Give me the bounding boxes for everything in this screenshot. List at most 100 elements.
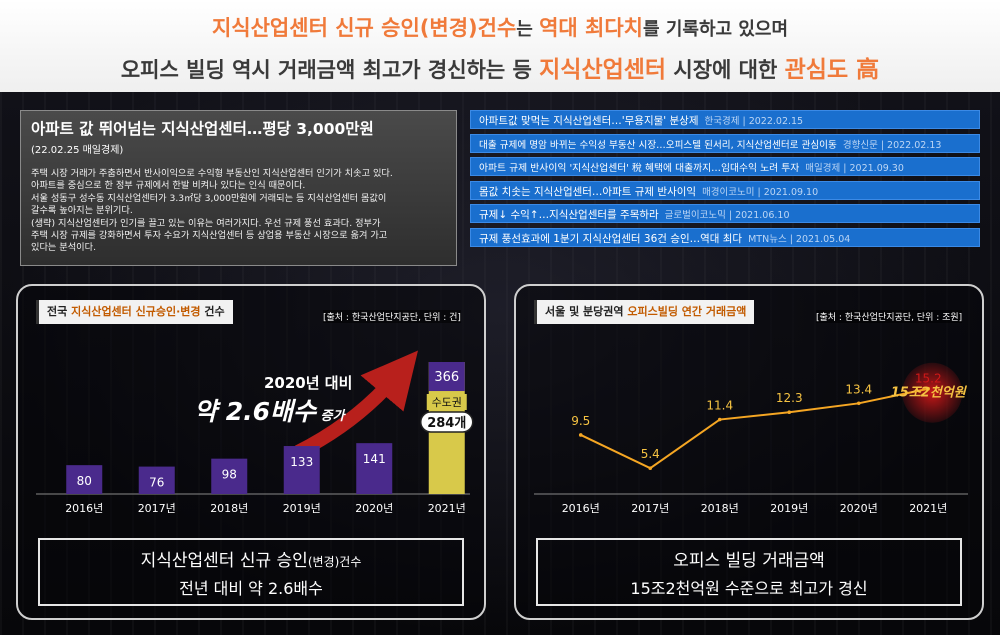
summary-text-small: 건수: [339, 555, 362, 569]
x-tick-label: 2019년: [283, 502, 321, 515]
news-meta: 매경이코노미 | 2021.09.10: [702, 186, 819, 198]
news-item[interactable]: 아파트 규제 반사이익 '지식산업센터' 稅 혜택에 대출까지…임대수익 노려 …: [470, 157, 980, 177]
line-chart: 9.5 2016년 5.4 2017년 11.4 2018년 12.3 2019년 13.4 20…: [534, 362, 968, 515]
data-point: [856, 401, 861, 406]
x-tick-label: 2018년: [210, 502, 248, 515]
x-tick-label: 2021년: [909, 502, 947, 515]
data-point: [787, 410, 792, 415]
data-label: 15.2: [915, 372, 942, 386]
data-label: 11.4: [706, 399, 733, 413]
callout-line1: 2020년 대비: [264, 374, 353, 392]
header-line-2: 오피스 빌딩 역시 거래금액 최고가 경신하는 등 지식산업센터 시장에 대한 …: [0, 50, 1000, 84]
article-line: 있다는 분석이다.: [31, 242, 97, 254]
summary-line1: 오피스 빌딩 거래금액: [673, 551, 825, 571]
article-line: 아파트를 중심으로 한 정부 규제에서 한발 비켜나 있다는 인식 때문이다.: [31, 180, 306, 192]
header-highlight: 관심도 高: [784, 57, 880, 83]
x-tick-label: 2020년: [355, 502, 393, 515]
bar: [283, 446, 320, 494]
x-tick-label: 2019년: [770, 502, 808, 515]
chart-source: [출처 : 한국산업단지공단, 단위 : 건]: [323, 310, 461, 323]
bar-value-label: 366: [434, 370, 459, 385]
data-label: 13.4: [845, 382, 872, 396]
summary-text: 지식산업센터 신규 승인: [140, 551, 308, 571]
bar-value-label: 98: [222, 468, 237, 482]
header-line-1: 지식산업센터 신규 승인(변경)건수는 역대 최다치를 기록하고 있으며: [0, 12, 1000, 42]
bar: [138, 466, 175, 494]
news-headline: 몸값 치솟는 지식산업센터…아파트 규제 반사이익: [479, 185, 697, 198]
data-label: 12.3: [776, 391, 803, 405]
news-meta: 경향신문 | 2022.02.13: [842, 139, 942, 151]
panel-title: 서울 및 분당권역 오피스빌딩 연간 거래금액: [534, 300, 755, 324]
chart-source: [출처 : 한국산업단지공단, 단위 : 조원]: [816, 310, 963, 323]
x-tick-label: 2016년: [562, 502, 600, 515]
sub-label-box: [426, 394, 467, 410]
news-item[interactable]: 아파트값 맞먹는 지식산업센터…'무용지물' 분상제 한국경제 | 2022.02…: [470, 110, 980, 129]
summary-box: 오피스 빌딩 거래금액 15조2천억원 수준으로 최고가 경신: [536, 538, 962, 606]
highlight-badge: 15조2천억원: [891, 385, 968, 401]
x-tick-label: 2017년: [138, 502, 176, 515]
summary-line2: 15조2천억원 수준으로 최고가 경신: [630, 579, 868, 598]
panel-title: 전국 지식산업센터 신규승인·변경 건수: [36, 300, 233, 324]
data-point: [717, 417, 722, 422]
article-line: 갈수록 높아지는 분위기다.: [31, 205, 133, 217]
news-headline: 아파트 규제 반사이익 '지식산업센터' 稅 혜택에 대출까지…임대수익 노려 …: [479, 163, 800, 175]
title-text: 서울 및 분당권역: [545, 305, 628, 318]
data-label: 9.5: [571, 414, 590, 428]
sub-value: 284개: [427, 416, 466, 431]
title-highlight: 오피스빌딩 연간 거래금액: [627, 305, 747, 318]
news-list: 아파트값 맞먹는 지식산업센터…'무용지물' 분상제 한국경제 | 2022.02…: [470, 110, 980, 252]
title-text: 전국: [47, 305, 72, 318]
news-item[interactable]: 규제↓ 수익↑…지식산업센터를 주목하라 글로벌이코노믹 | 2021.06.10: [470, 204, 980, 224]
article-line: 주택 시장 규제를 강화하면서 투자 수요가 지식산업센터 등 상업용 부동산 …: [31, 230, 388, 242]
data-point: [648, 466, 653, 470]
news-item[interactable]: 대출 규제에 명암 바뀌는 수익성 부동산 시장…오피스텔 된서리, 지식산업센…: [470, 133, 980, 153]
callout-small: 증가: [316, 409, 345, 424]
news-item[interactable]: 몸값 치솟는 지식산업센터…아파트 규제 반사이익 매경이코노미 | 2021.0…: [470, 180, 980, 200]
summary-text-small: (변경): [307, 555, 340, 569]
approvals-panel: 전국 지식산업센터 신규승인·변경 건수 [출처 : 한국산업단지공단, 단위 …: [16, 284, 486, 620]
article-line: 주택 시장 거래가 주춤하면서 반사이익으로 수익형 부동산인 지식산업센터 인…: [31, 168, 393, 179]
x-tick-label: 2021년: [428, 502, 466, 515]
bar-value-label: 133: [290, 455, 313, 469]
header-text: 시장에 대한: [666, 58, 785, 82]
news-headline: 규제↓ 수익↑…지식산업센터를 주목하라: [479, 209, 659, 222]
office-deals-panel: 서울 및 분당권역 오피스빌딩 연간 거래금액 [출처 : 한국산업단지공단, …: [514, 284, 984, 620]
news-headline: 대출 규제에 명암 바뀌는 수익성 부동산 시장…오피스텔 된서리, 지식산업센…: [479, 139, 837, 151]
bar-chart: 80 2016년 76 2017년 98 2018년 133 2019년 141 2020년 366…: [36, 350, 474, 515]
article-line: 서울 성동구 성수동 지식산업센터가 3.3㎡당 3,000만원에 거래되는 등…: [31, 192, 387, 204]
title-text: 건수: [200, 305, 225, 318]
x-tick-label: 2018년: [701, 502, 739, 515]
growth-arrow: [294, 350, 419, 459]
news-meta: 매일경제 | 2021.09.30: [805, 163, 904, 175]
bar-value-label: 141: [363, 452, 386, 466]
bar: [66, 465, 103, 494]
header-highlight: 지식산업센터: [539, 57, 667, 83]
header-text: 는: [516, 19, 540, 40]
x-tick-label: 2020년: [840, 502, 878, 515]
header-text: 를 기록하고 있으며: [643, 19, 789, 40]
sub-label: 수도권: [432, 396, 462, 409]
sub-value-pill: [420, 411, 474, 433]
data-label: 5.4: [641, 447, 660, 461]
header-highlight: 역대 최다치: [539, 16, 644, 40]
data-point: [926, 386, 931, 391]
data-point: [578, 433, 583, 437]
header-highlight: 지식산업센터 신규 승인(변경)건수: [211, 16, 517, 40]
summary-box: 지식산업센터 신규 승인(변경)건수 전년 대비 약 2.6배수: [38, 538, 464, 606]
article-line: (생략) 지식산업센터가 인기를 끌고 있는 이유는 여러가지다. 우선 규제 …: [31, 217, 381, 229]
bar-value-label: 76: [149, 476, 164, 490]
header-text: 오피스 빌딩 역시 거래금액 최고가 경신하는 등: [120, 58, 540, 82]
news-headline: 아파트값 맞먹는 지식산업센터…'무용지물' 분상제: [479, 115, 699, 127]
callout-big: 약 2.6배수: [194, 397, 316, 426]
article-source: (22.02.25 매일경제): [31, 145, 124, 156]
news-item[interactable]: 규제 풍선효과에 1분기 지식산업센터 36건 승인…역대 최다 MTN뉴스 | …: [470, 227, 980, 247]
series-line: [580, 387, 929, 470]
x-tick-label: 2017년: [631, 502, 669, 515]
page-header: 지식산업센터 신규 승인(변경)건수는 역대 최다치를 기록하고 있으며 오피스…: [0, 0, 1000, 92]
article-excerpt: 아파트 값 뛰어넘는 지식산업센터…평당 3,000만원 (22.02.25 매…: [20, 110, 457, 266]
bar-value-label: 80: [77, 474, 92, 488]
bar: [211, 458, 248, 494]
summary-line1: 지식산업센터 신규 승인(변경)건수: [40, 546, 462, 571]
summary-line2: 전년 대비 약 2.6배수: [179, 579, 323, 598]
callout-multiplier: 약 2.6배수 증가: [194, 392, 344, 428]
